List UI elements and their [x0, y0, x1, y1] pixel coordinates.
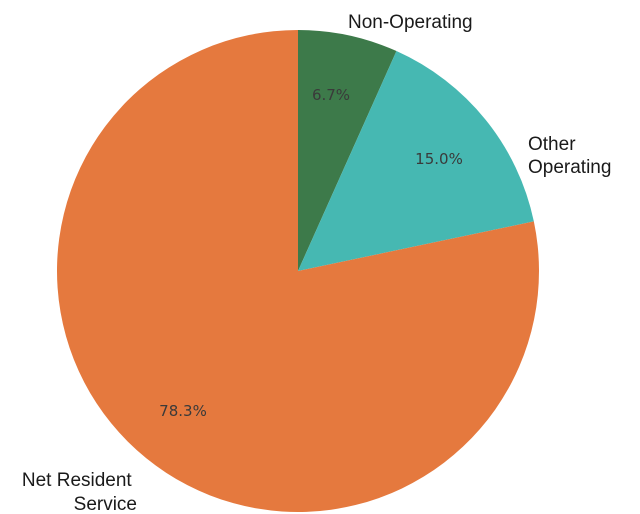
label-net-resident-service-line2: Service	[74, 494, 137, 514]
pie-slices	[57, 30, 540, 512]
label-other-operating: Other Operating	[528, 134, 611, 178]
label-other-operating-line1: Other	[528, 134, 576, 155]
pct-label-other-operating: 15.0%	[415, 150, 463, 168]
pct-label-net-resident-service: 78.3%	[159, 402, 207, 420]
pie-slice-net-resident-service	[57, 30, 540, 512]
pie-slice-other-operating	[298, 51, 534, 271]
label-net-resident-service-line1: Net Resident	[22, 470, 133, 491]
pie-slice-non-operating	[298, 30, 397, 271]
label-non-operating: Non-Operating	[348, 12, 473, 33]
label-other-operating-line2: Operating	[528, 157, 611, 178]
pct-label-non-operating: 6.7%	[312, 86, 350, 104]
label-net-resident-service: Net Resident Service	[22, 470, 137, 514]
